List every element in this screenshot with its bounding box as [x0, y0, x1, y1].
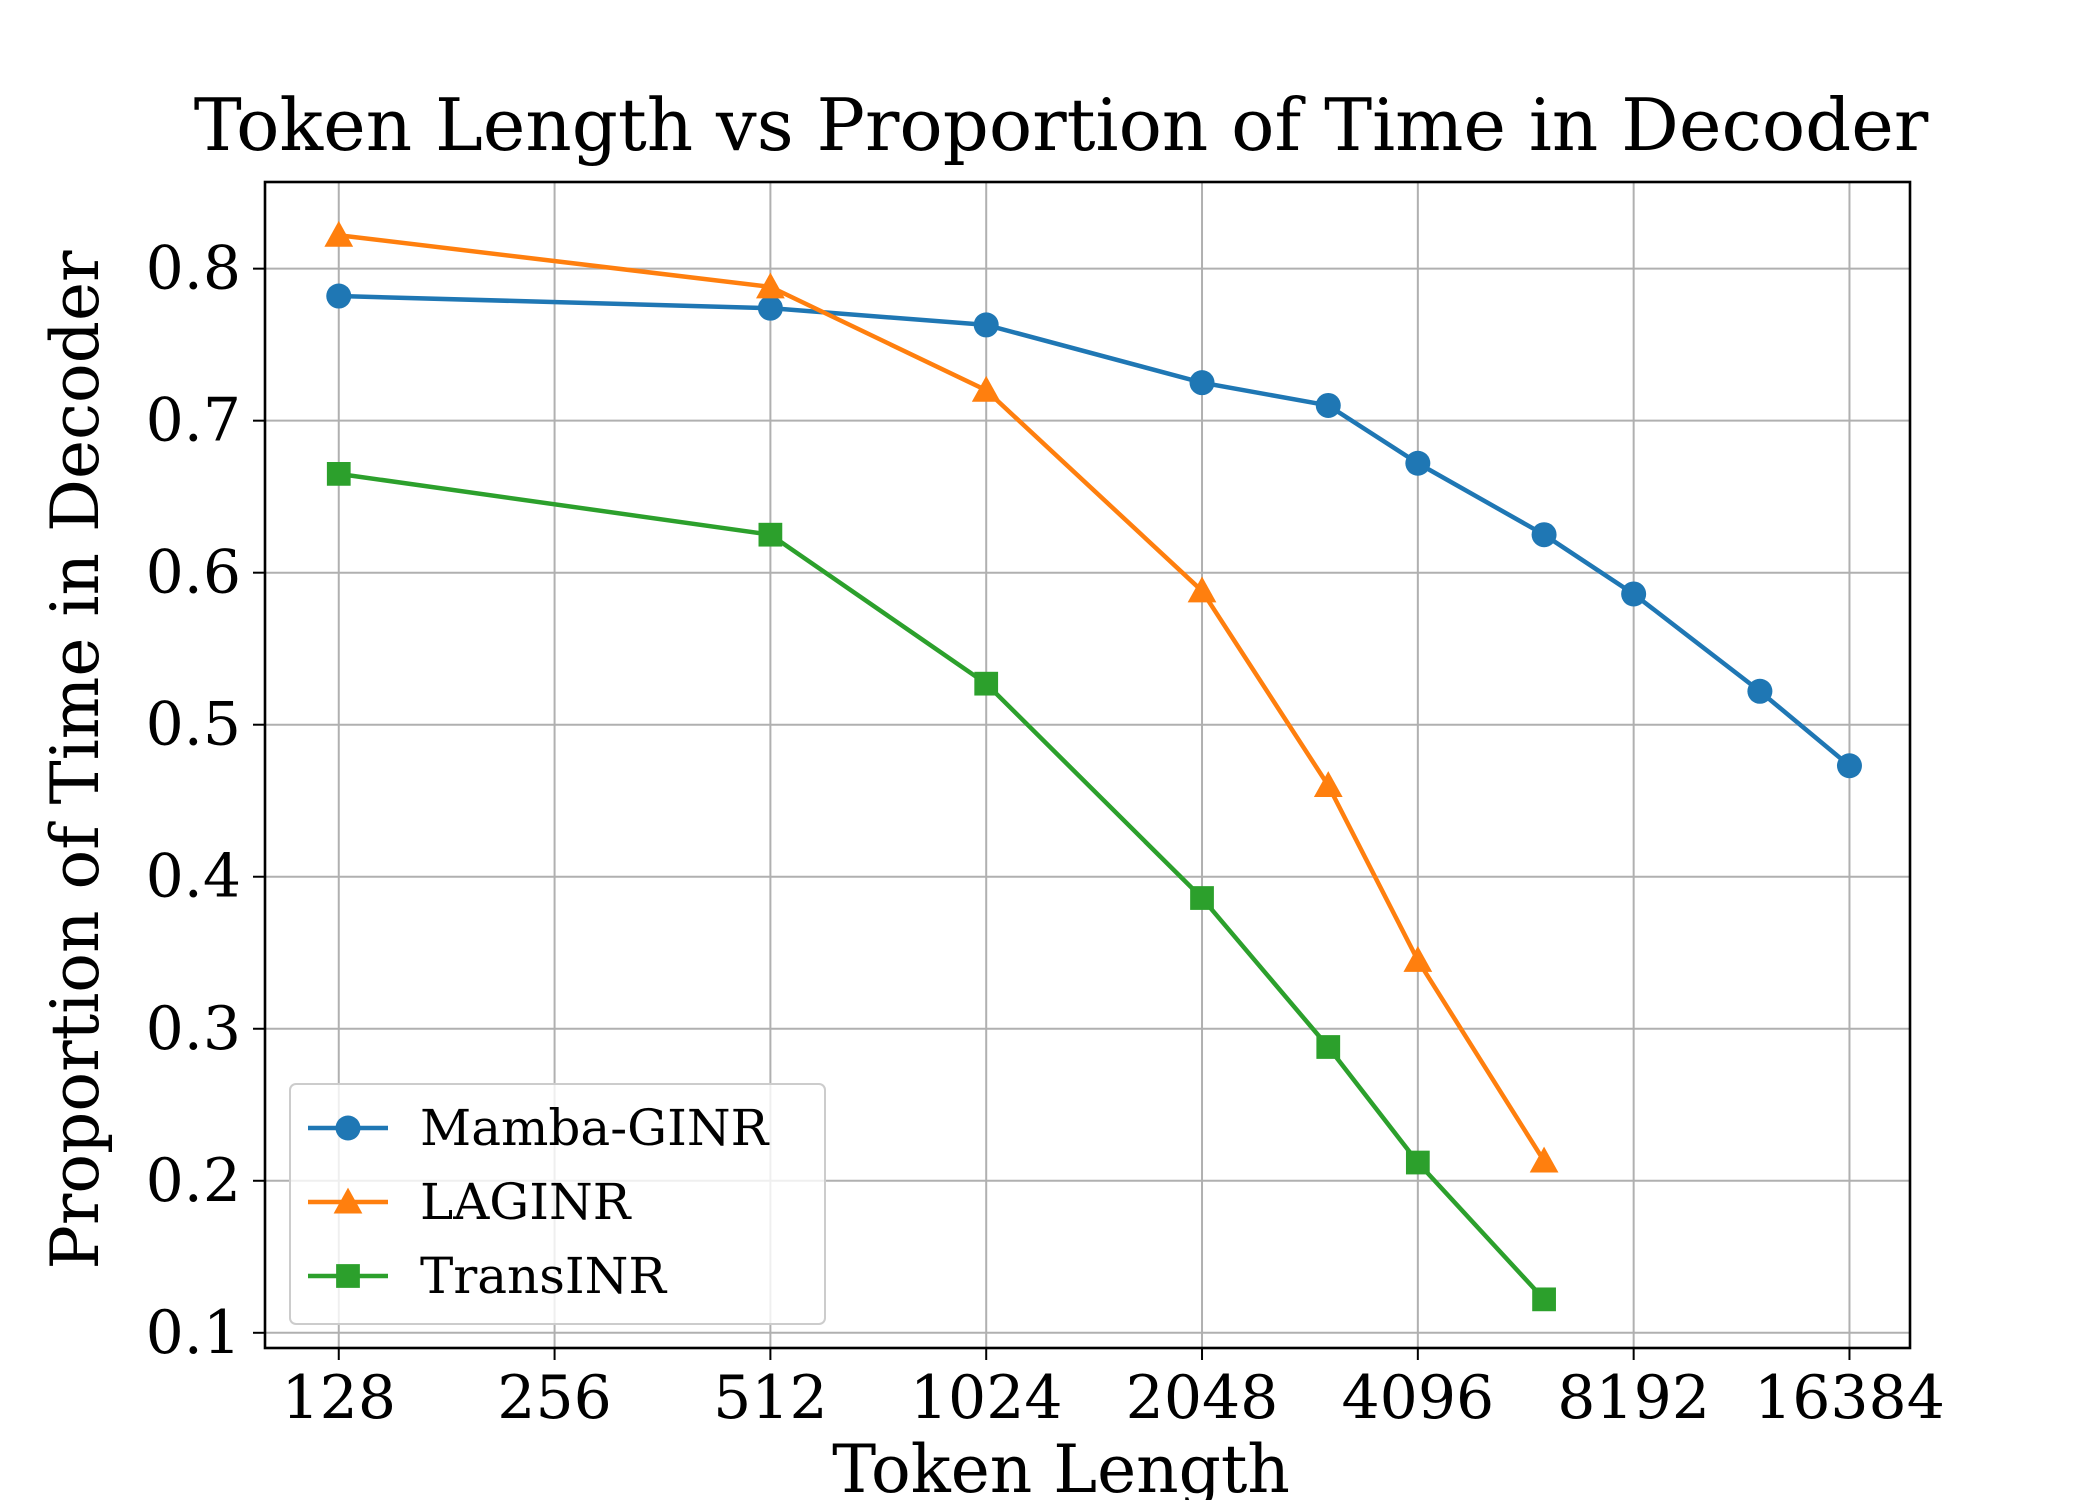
data-point	[1621, 581, 1647, 607]
chart-title: Token Length vs Proportion of Time in De…	[194, 83, 1929, 167]
y-axis-ticks: 0.1 0.2 0.3 0.4 0.5 0.6 0.7 0.8	[146, 234, 265, 1368]
legend: Mamba-GINR LAGINR TransINR	[289, 1083, 826, 1325]
data-point	[973, 312, 999, 338]
x-tick-label: 4096	[1341, 1363, 1494, 1433]
data-point	[1313, 771, 1343, 798]
data-point	[1747, 678, 1773, 704]
x-tick-label: 512	[713, 1363, 828, 1433]
data-point	[974, 671, 999, 696]
x-tick-label: 16384	[1754, 1363, 1945, 1433]
data-point	[1403, 945, 1433, 972]
data-point	[1532, 1287, 1556, 1312]
plot-frame	[263, 180, 1912, 1350]
legend-item: Mamba-GINR	[308, 1099, 770, 1157]
y-tick-label: 0.6	[146, 538, 241, 608]
data-point	[1187, 576, 1217, 603]
data-point	[756, 272, 785, 299]
data-point	[758, 522, 783, 547]
x-tick-label: 1024	[910, 1363, 1063, 1433]
series-laginr	[324, 220, 1559, 1173]
data-point	[1189, 370, 1215, 396]
x-tick-label: 256	[497, 1363, 612, 1433]
data-point	[326, 283, 352, 309]
data-point	[1531, 522, 1557, 548]
x-tick-label: 8192	[1557, 1363, 1710, 1433]
y-tick-label: 0.1	[146, 1298, 241, 1368]
data-point	[1405, 450, 1431, 476]
data-point	[326, 462, 351, 486]
data-point	[1405, 1150, 1430, 1175]
legend-label: Mamba-GINR	[420, 1099, 770, 1157]
x-tick-label: 128	[281, 1363, 396, 1433]
y-tick-label: 0.3	[146, 994, 241, 1064]
legend-marker	[335, 1115, 361, 1141]
y-tick-label: 0.2	[146, 1146, 241, 1216]
x-tick-label: 2048	[1126, 1363, 1279, 1433]
legend-label: TransINR	[420, 1247, 667, 1305]
x-axis-label: Token Length	[832, 1431, 1290, 1500]
series-mamba-ginr	[326, 283, 1862, 779]
data-point	[971, 375, 1001, 402]
legend-box	[289, 1083, 826, 1325]
series-transinr	[326, 462, 1556, 1312]
y-axis-label: Proportion of Time in Decoder	[37, 250, 114, 1270]
legend-marker	[336, 1264, 360, 1288]
y-tick-label: 0.8	[146, 234, 241, 304]
legend-item: LAGINR	[308, 1173, 632, 1231]
series-layer	[324, 220, 1862, 1312]
series-line	[338, 293, 1851, 768]
legend-item: TransINR	[308, 1247, 667, 1305]
y-tick-label: 0.5	[146, 690, 241, 760]
data-point	[1529, 1146, 1559, 1173]
data-point	[324, 220, 354, 247]
data-point	[1315, 392, 1341, 418]
y-tick-label: 0.7	[146, 386, 241, 456]
data-point	[1190, 886, 1214, 910]
data-point	[1836, 753, 1862, 779]
x-axis-ticks: 128 256 512 1024 2048 4096 8192 16384	[281, 1348, 1945, 1433]
y-tick-label: 0.4	[146, 842, 241, 912]
legend-marker	[333, 1187, 363, 1214]
grid	[265, 182, 1910, 1348]
data-point	[757, 295, 783, 321]
data-point	[1316, 1035, 1341, 1059]
legend-label: LAGINR	[420, 1173, 632, 1231]
